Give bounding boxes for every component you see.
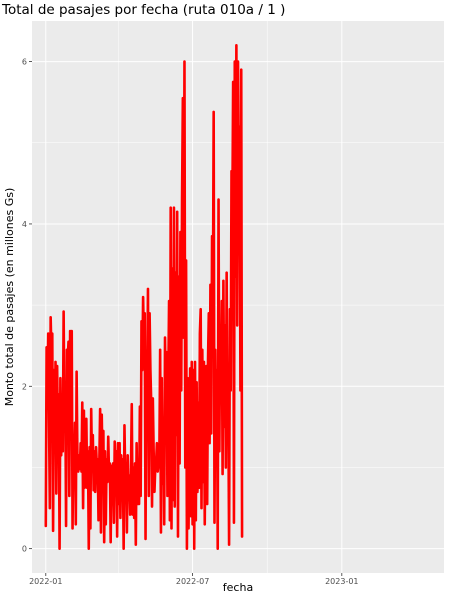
- x-tick-label: 2023-01: [325, 577, 358, 586]
- x-tick-label: 2022-07: [176, 577, 209, 586]
- x-tick-label: 2022-01: [29, 577, 62, 586]
- y-axis: 0 2 4 6: [22, 58, 32, 554]
- y-tick-label: 0: [22, 545, 27, 554]
- x-axis: 2022-01 2022-07 2023-01: [29, 573, 359, 586]
- series-layer: [44, 44, 244, 550]
- x-axis-title: fecha: [223, 581, 253, 594]
- chart-title: Total de pasajes por fecha (ruta 010a / …: [1, 2, 285, 18]
- y-tick-label: 6: [22, 58, 27, 67]
- y-tick-label: 4: [22, 220, 27, 229]
- y-tick-label: 2: [22, 382, 27, 391]
- y-axis-title: Monto total de pasajes (en millones Gs): [3, 188, 16, 407]
- series-line: [44, 44, 244, 550]
